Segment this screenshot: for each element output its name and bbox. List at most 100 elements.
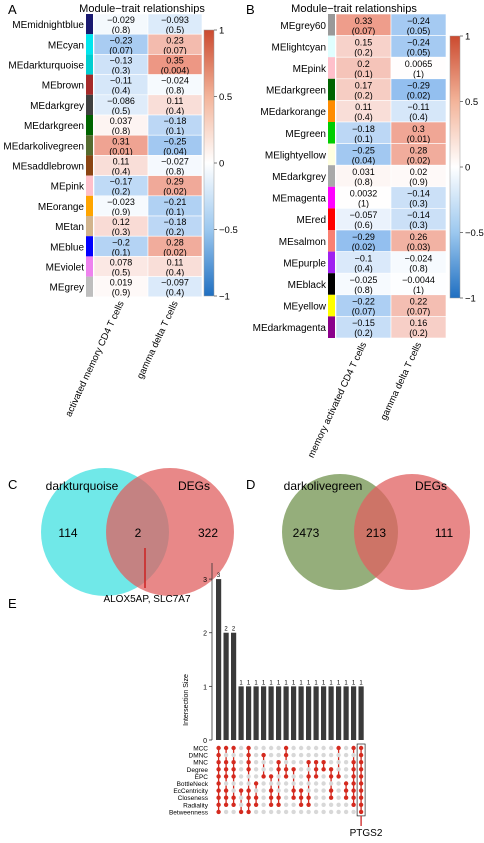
upset-matrix-dot bbox=[343, 774, 349, 779]
upset-matrix-dot bbox=[343, 788, 349, 793]
upset-matrix-dot bbox=[358, 795, 364, 800]
heatmap_B-cell-p: (0.2) bbox=[409, 328, 428, 338]
upset-matrix-dot bbox=[358, 760, 364, 765]
upset-set-label: BottleNeck bbox=[177, 781, 209, 788]
heatmap-b-colorbar bbox=[449, 35, 461, 299]
heatmap_A-cell-p: (0.8) bbox=[112, 126, 131, 136]
upset-bar-label: 1 bbox=[262, 680, 266, 686]
upset-matrix-dot bbox=[276, 760, 281, 765]
venn-d-right-circle bbox=[354, 474, 470, 590]
upset-matrix-dot bbox=[298, 788, 304, 793]
heatmap_B-scale-label: −0.5 bbox=[465, 228, 484, 239]
upset-matrix-dot bbox=[276, 802, 281, 807]
upset-set-label: EcCentricity bbox=[173, 788, 208, 795]
upset-matrix-dot bbox=[246, 781, 251, 786]
upset-matrix-dot bbox=[253, 781, 259, 786]
upset-set-label: DMNC bbox=[189, 753, 209, 760]
heatmap_A-module-label: MEdarkturquoise bbox=[8, 61, 84, 72]
upset-matrix-dot bbox=[268, 795, 274, 800]
upset-matrix-dot bbox=[343, 781, 349, 786]
upset-matrix-dot bbox=[291, 752, 296, 758]
heatmap_B-module-label: MEdarkgreen bbox=[266, 86, 326, 97]
heatmap_A-cell-r: −0.086 bbox=[107, 96, 135, 106]
upset-matrix-dot bbox=[298, 781, 304, 786]
heatmap_B-cell-p: (0.4) bbox=[409, 112, 428, 122]
heatmap_A-module-swatch bbox=[86, 74, 93, 95]
heatmap_B-cell-r: −0.29 bbox=[407, 81, 430, 91]
upset-matrix-dot bbox=[321, 752, 326, 758]
heatmap_B-module-swatch bbox=[328, 273, 335, 295]
upset-matrix-dot bbox=[246, 809, 251, 815]
heatmap_A-cell-r: −0.093 bbox=[161, 15, 189, 25]
upset-matrix-dot bbox=[313, 774, 319, 779]
heatmap_B-module-swatch bbox=[328, 208, 335, 230]
heatmap_A-cell-p: (0.9) bbox=[112, 207, 131, 217]
heatmap_A-cell-p: (0.4) bbox=[166, 106, 185, 116]
heatmap_A-cell-r: 0.037 bbox=[110, 116, 133, 126]
upset-bar-label: 1 bbox=[299, 680, 303, 686]
heatmap_A-cell-p: (0.9) bbox=[112, 288, 131, 298]
upset-matrix-dot bbox=[238, 752, 244, 758]
upset-matrix-dot bbox=[276, 781, 281, 786]
heatmap_B-cell-p: (0.4) bbox=[354, 112, 373, 122]
heatmap_A-cell-r: 0.019 bbox=[110, 278, 133, 288]
upset-matrix-dot bbox=[291, 809, 296, 815]
heatmap_B-cell-r: −0.24 bbox=[407, 16, 430, 26]
upset-matrix-dot bbox=[231, 760, 236, 765]
panel-label-b: B bbox=[246, 2, 255, 17]
upset-matrix-dot bbox=[351, 795, 356, 800]
upset-matrix-dot bbox=[298, 767, 304, 772]
upset-matrix-dot bbox=[328, 809, 334, 815]
upset-matrix-dot bbox=[313, 809, 319, 815]
heatmap_B-cell-p: (1) bbox=[413, 285, 424, 295]
upset-bar bbox=[321, 686, 327, 740]
upset-matrix-dot bbox=[231, 745, 236, 751]
upset-matrix-dot bbox=[306, 809, 311, 815]
heatmap_A-cell-p: (0.1) bbox=[112, 247, 131, 257]
upset-matrix-dot bbox=[283, 752, 289, 758]
upset-matrix-dot bbox=[253, 788, 259, 793]
heatmap_B-cell-r: 0.3 bbox=[412, 124, 425, 134]
upset-matrix-dot bbox=[216, 795, 221, 800]
upset-bar bbox=[298, 686, 304, 740]
upset-matrix-dot bbox=[216, 767, 221, 772]
heatmap_B-module-swatch bbox=[328, 78, 335, 101]
heatmap_B-cell-r: −0.1 bbox=[355, 253, 373, 263]
upset-matrix-dot bbox=[246, 774, 251, 779]
upset-matrix-dot bbox=[313, 781, 319, 786]
heatmap_B-cell-p: (0.02) bbox=[352, 242, 376, 252]
heatmap_B-scale-label: 0 bbox=[465, 163, 470, 174]
heatmap_A-cell-r: −0.11 bbox=[110, 76, 132, 86]
upset-matrix-dot bbox=[291, 760, 296, 765]
upset-matrix-dot bbox=[238, 809, 244, 815]
upset-matrix-dot bbox=[276, 745, 281, 751]
upset-matrix-dot bbox=[253, 802, 259, 807]
heatmap_B-module-label: MEblack bbox=[288, 280, 327, 291]
venn-d-right-label: DEGs bbox=[415, 479, 447, 493]
upset-matrix-dot bbox=[358, 788, 364, 793]
upset-matrix-dot bbox=[268, 767, 274, 772]
upset-matrix-dot bbox=[223, 767, 229, 772]
upset-bar bbox=[306, 686, 312, 740]
upset-matrix-dot bbox=[283, 781, 289, 786]
heatmap_B-cell-r: 0.16 bbox=[410, 318, 428, 328]
upset-matrix-dot bbox=[291, 802, 296, 807]
heatmap_B-cell-p: (0.2) bbox=[354, 47, 373, 57]
upset-set-label: EPC bbox=[195, 774, 209, 781]
heatmap_A-scale-label: −1 bbox=[219, 292, 230, 303]
upset-matrix-dot bbox=[216, 781, 221, 786]
upset-bar-label: 1 bbox=[352, 680, 356, 686]
heatmap_A-cell-p: (0.4) bbox=[166, 268, 185, 278]
upset-bar-label: 1 bbox=[307, 680, 311, 686]
heatmap_B-module-label: MElightcyan bbox=[272, 42, 326, 53]
heatmap_B-module-swatch bbox=[328, 294, 335, 317]
upset-matrix-dot bbox=[253, 760, 259, 765]
upset-matrix-dot bbox=[223, 760, 229, 765]
heatmap_A-cell-r: 0.11 bbox=[113, 157, 130, 167]
heatmap_B-cell-r: 0.031 bbox=[352, 167, 375, 177]
heatmap-b: Module−trait relationships MEgrey60 0.33(… bbox=[253, 3, 484, 460]
upset-matrix-dot bbox=[223, 788, 229, 793]
upset-matrix-dot bbox=[343, 760, 349, 765]
